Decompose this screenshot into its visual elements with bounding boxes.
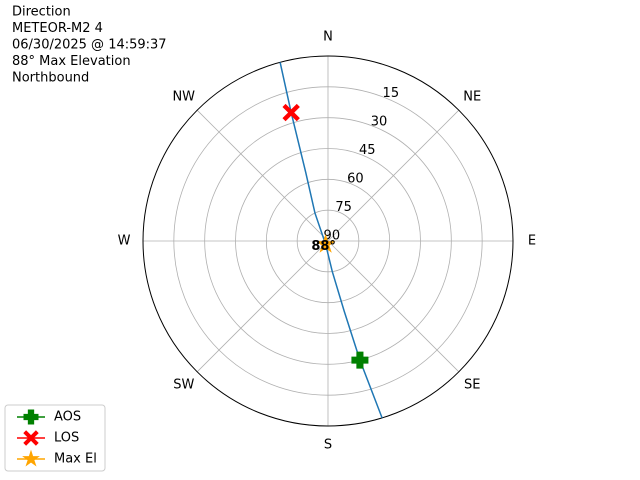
legend-label: Max El <box>54 452 97 467</box>
info-line: 88° Max Elevation <box>12 54 131 69</box>
legend: AOS LOS Max El <box>4 404 106 472</box>
legend-marker <box>23 409 39 425</box>
marker-star <box>315 233 336 253</box>
radial-label: 75 <box>335 200 352 215</box>
legend-marker <box>22 449 40 467</box>
marker-plus <box>351 351 369 369</box>
angle-label: N <box>323 30 333 45</box>
marker-x <box>282 103 300 122</box>
grid-spoke <box>327 109 460 242</box>
value-label: 88° <box>311 239 336 254</box>
radial-label: 30 <box>371 114 388 129</box>
legend-label: AOS <box>54 410 81 425</box>
info-line: Northbound <box>12 71 89 86</box>
radial-label: 15 <box>383 86 400 101</box>
angle-label: W <box>118 234 131 249</box>
angle-label: E <box>528 234 536 249</box>
angle-label: S <box>324 438 332 453</box>
radial-label: 90 <box>324 228 341 243</box>
angle-label: SW <box>173 378 194 393</box>
grid-spoke <box>196 109 329 242</box>
info-line: 06/30/2025 @ 14:59:37 <box>12 38 167 53</box>
legend-label: LOS <box>54 431 79 446</box>
grid-spoke <box>196 240 329 373</box>
legend-marker <box>23 430 39 446</box>
info-line: Direction <box>12 5 71 20</box>
radial-label: 60 <box>347 171 364 186</box>
grid-spoke <box>327 240 460 373</box>
angle-label: SE <box>464 378 480 393</box>
angle-label: NW <box>172 89 195 104</box>
angle-label: NE <box>463 89 481 104</box>
info-line: METEOR-M2 4 <box>12 21 103 36</box>
polar-frame <box>142 55 514 427</box>
radial-label: 45 <box>359 143 376 158</box>
